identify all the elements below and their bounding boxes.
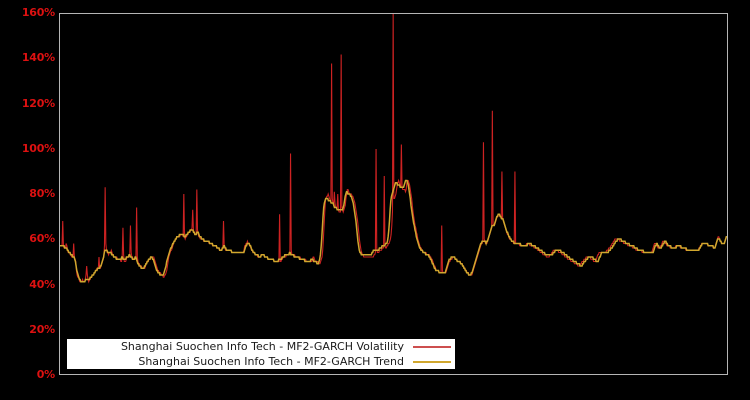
chart-legend: Shanghai Suochen Info Tech - MF2-GARCH V… xyxy=(66,338,456,370)
y-tick-label: 160% xyxy=(21,6,55,19)
y-tick-label: 40% xyxy=(29,277,55,291)
legend-entry-volatility: Shanghai Suochen Info Tech - MF2-GARCH V… xyxy=(67,339,455,354)
legend-entry-trend: Shanghai Suochen Info Tech - MF2-GARCH T… xyxy=(67,354,455,369)
legend-swatch-volatility xyxy=(413,345,451,348)
series-line-trend xyxy=(60,179,727,283)
legend-swatch-trend xyxy=(413,360,451,363)
y-tick-label: 100% xyxy=(21,141,55,155)
y-tick-label: 80% xyxy=(29,187,55,200)
series-line-volatility xyxy=(60,14,727,284)
legend-label-trend: Shanghai Suochen Info Tech - MF2-GARCH T… xyxy=(138,355,404,368)
y-tick-label: 0% xyxy=(36,368,55,381)
y-tick-label: 140% xyxy=(21,51,55,65)
plot-area xyxy=(59,13,728,375)
y-tick-label: 20% xyxy=(29,322,55,336)
chart-plot-svg xyxy=(60,14,727,284)
legend-label-volatility: Shanghai Suochen Info Tech - MF2-GARCH V… xyxy=(120,340,404,353)
y-tick-label: 60% xyxy=(29,232,55,246)
y-tick-label: 120% xyxy=(21,96,55,110)
y-axis-tick-labels: 0% 20% 40% 60% 80% 100% 120% 140% 160% xyxy=(0,0,55,400)
